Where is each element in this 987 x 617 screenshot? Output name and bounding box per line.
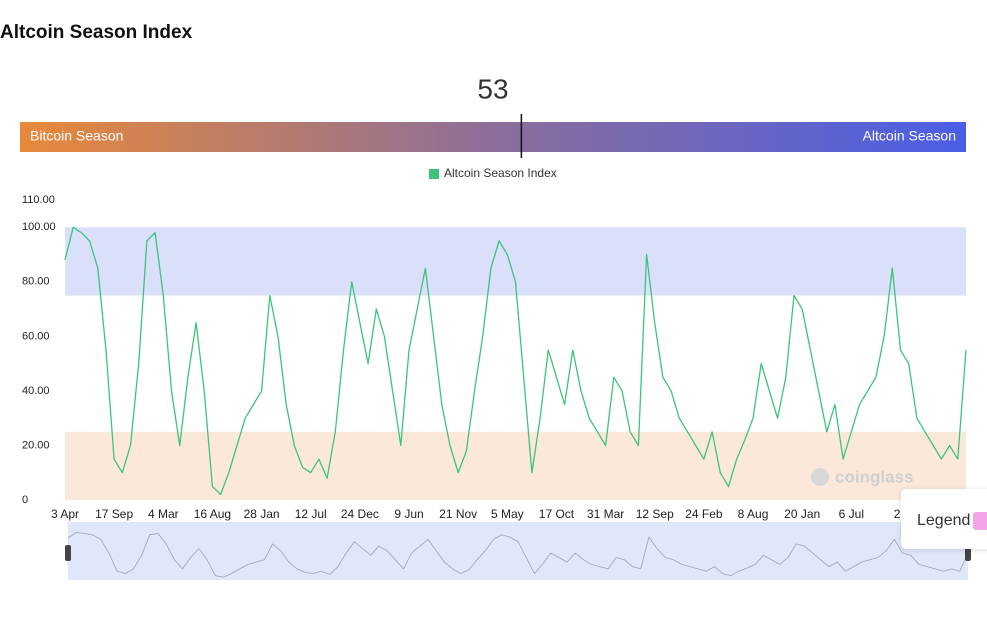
x-tick-label: 20 Jan [784,507,820,521]
y-tick-label: 110.00 [22,194,55,206]
x-tick-label: 8 Aug [738,507,769,521]
band [65,431,966,500]
gauge-max-label: Altcoin Season [863,128,956,144]
x-tick-label: 24 Dec [341,507,379,521]
legend-popup[interactable] [901,489,987,549]
y-tick-label: 40.00 [22,385,50,397]
legend-swatch [429,169,439,179]
legend-popup-label: Legend [917,512,970,529]
x-tick-label: 4 Mar [148,507,179,521]
x-tick-label: 28 Jan [244,507,280,521]
navigator-bg [68,522,968,580]
x-tick-label: 17 Oct [539,507,575,521]
navigator-line [67,532,969,578]
x-tick-label: 21 Nov [439,507,477,521]
x-tick-label: 17 Sep [95,507,133,521]
navigator-handle[interactable] [65,545,71,561]
watermark: coinglass [835,467,913,486]
y-tick-label: 100.00 [22,221,56,233]
gauge-value: 53 [477,73,508,104]
series-line [64,226,967,496]
x-tick-label: 16 Aug [194,507,231,521]
y-tick-label: 20.00 [22,439,50,451]
y-tick-label: 80.00 [22,276,50,288]
x-tick-label: 12 Jul [295,507,327,521]
x-tick-label: 12 Sep [636,507,674,521]
y-tick-label: 0 [22,494,28,506]
x-tick-label: 6 Jul [839,507,864,521]
gauge-bar [20,122,966,152]
x-tick-label: 31 Mar [587,507,624,521]
watermark-icon [811,468,829,486]
new-badge [973,512,987,530]
x-tick-label: 9 Jun [394,507,423,521]
page-title: Altcoin Season Index [0,22,193,43]
legend-label: Altcoin Season Index [444,166,557,180]
gauge-min-label: Bitcoin Season [30,128,123,144]
x-tick-label: 3 Apr [51,507,79,521]
x-tick-label: 5 May [491,507,524,521]
x-tick-label: 24 Feb [685,507,723,521]
y-tick-label: 60.00 [22,330,50,342]
